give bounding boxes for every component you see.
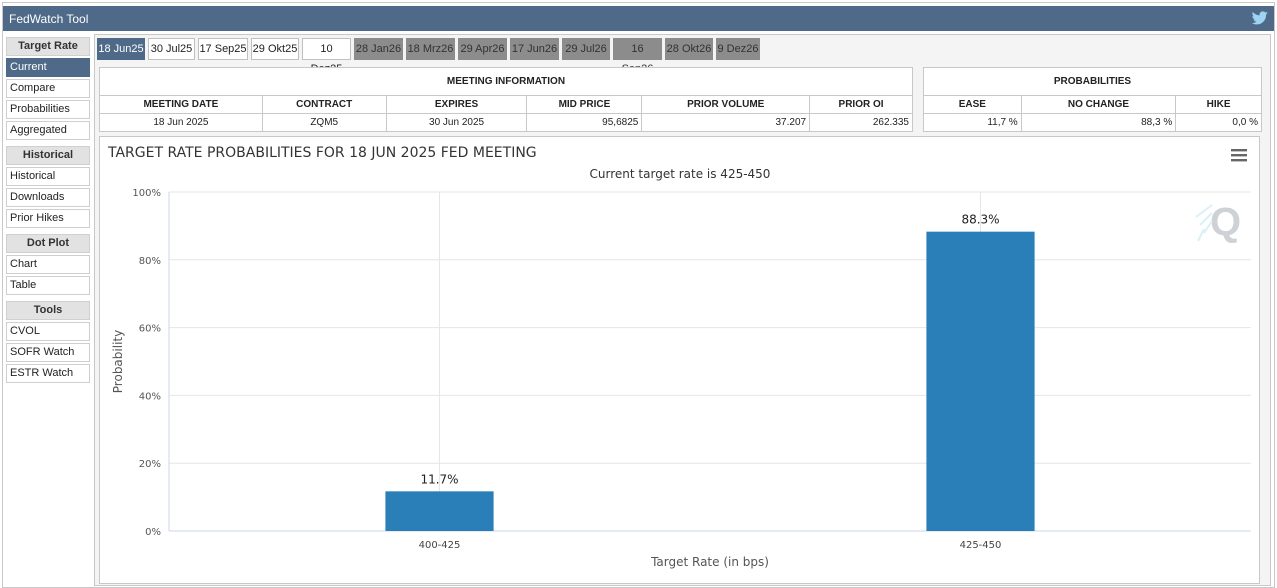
tab-meeting-0[interactable]: 18 Jun25 [97, 38, 145, 60]
svg-text:Q: Q [1210, 200, 1241, 244]
bar-data-label: 88.3% [961, 213, 999, 227]
sidebar-item-2-1[interactable]: Table [6, 276, 90, 295]
sidebar-item-3-0[interactable]: CVOL [6, 322, 90, 341]
sidebar-item-3-1[interactable]: SOFR Watch [6, 343, 90, 362]
chart-title: TARGET RATE PROBABILITIES FOR 18 JUN 202… [107, 145, 537, 161]
meeting-information-table: MEETING INFORMATION MEETING DATE CONTRAC… [99, 67, 913, 132]
app-title: FedWatch Tool [9, 12, 89, 26]
cell-contract: ZQM5 [261, 113, 387, 132]
cell-prior-oi: 262.335 [809, 113, 913, 132]
tab-meeting-9[interactable]: 29 Jul26 [562, 38, 610, 60]
tab-meeting-3[interactable]: 29 Okt25 [251, 38, 299, 60]
twitter-icon[interactable] [1252, 11, 1268, 25]
header-contract: CONTRACT [261, 95, 387, 114]
sidebar-item-2-0[interactable]: Chart [6, 255, 90, 274]
header-no-change: NO CHANGE [1020, 95, 1177, 114]
title-bar: FedWatch Tool [3, 6, 1274, 31]
cell-hike: 0,0 % [1175, 113, 1262, 132]
sidebar: Target Rate Current Compare Probabilities Ag… [6, 37, 90, 383]
sidebar-item-0-2[interactable]: Probabilities [6, 100, 90, 119]
tab-meeting-1[interactable]: 30 Jul25 [148, 38, 195, 60]
sidebar-item-3-2[interactable]: ESTR Watch [6, 364, 90, 383]
sidebar-section-3-title: Tools [6, 301, 90, 320]
tab-meeting-10[interactable]: 16 Sep26 [613, 38, 662, 75]
cell-mid-price: 95,6825 [526, 113, 643, 132]
sidebar-item-1-2[interactable]: Prior Hikes [6, 209, 90, 228]
header-mid-price: MID PRICE [526, 95, 643, 114]
bar-data-label: 11.7% [420, 472, 458, 486]
y-tick-label: 60% [139, 324, 161, 335]
y-axis-title: Probability [111, 330, 125, 393]
tab-meeting-8[interactable]: 17 Jun26 [510, 38, 559, 60]
sidebar-section-2-title: Dot Plot [6, 234, 90, 253]
tab-meeting-4[interactable]: 10 Dez25 [302, 38, 351, 75]
tab-meeting-12[interactable]: 9 Dez26 [716, 38, 760, 60]
y-tick-label: 100% [132, 188, 161, 199]
x-tick-label: 425-450 [960, 540, 1002, 551]
header-ease: EASE [923, 95, 1022, 114]
sidebar-section-0-title: Target Rate [6, 37, 90, 56]
cell-meeting-date: 18 Jun 2025 [99, 113, 263, 132]
sidebar-item-0-0[interactable]: Current [6, 58, 90, 77]
tab-meeting-11[interactable]: 28 Okt26 [665, 38, 713, 60]
y-tick-label: 40% [139, 391, 161, 402]
y-tick-label: 20% [139, 459, 161, 470]
cell-ease: 11,7 % [923, 113, 1022, 132]
header-meeting-date: MEETING DATE [99, 95, 263, 114]
chart-container: TARGET RATE PROBABILITIES FOR 18 JUN 202… [99, 136, 1260, 584]
tab-meeting-2[interactable]: 17 Sep25 [198, 38, 248, 60]
tab-meeting-6[interactable]: 18 Mrz26 [406, 38, 455, 60]
y-tick-label: 80% [139, 256, 161, 267]
probabilities-caption: PROBABILITIES [923, 67, 1262, 96]
hamburger-menu-icon[interactable] [1231, 149, 1247, 162]
sidebar-item-0-1[interactable]: Compare [6, 79, 90, 98]
header-hike: HIKE [1175, 95, 1262, 114]
probability-bar-chart: TARGET RATE PROBABILITIES FOR 18 JUN 202… [107, 145, 1251, 569]
header-expires: EXPIRES [385, 95, 528, 114]
y-tick-label: 0% [145, 527, 161, 538]
bar-425-450 [926, 231, 1035, 531]
cell-prior-volume: 37.207 [641, 113, 811, 132]
x-axis-title: Target Rate (in bps) [650, 555, 769, 569]
header-prior-oi: PRIOR OI [809, 95, 913, 114]
sidebar-item-1-0[interactable]: Historical [6, 167, 90, 186]
header-prior-volume: PRIOR VOLUME [641, 95, 811, 114]
x-tick-label: 400-425 [419, 540, 461, 551]
tab-meeting-7[interactable]: 29 Apr26 [458, 38, 507, 60]
probabilities-table: PROBABILITIES EASE NO CHANGE HIKE 11,7 %… [923, 67, 1262, 132]
sidebar-item-1-1[interactable]: Downloads [6, 188, 90, 207]
chart-subtitle: Current target rate is 425-450 [590, 167, 771, 181]
meeting-information-caption: MEETING INFORMATION [99, 67, 913, 96]
bar-400-425 [385, 491, 494, 531]
cell-no-change: 88,3 % [1020, 113, 1177, 132]
sidebar-item-0-3[interactable]: Aggregated [6, 121, 90, 140]
q-logo-icon: Q [1195, 200, 1241, 244]
cell-expires: 30 Jun 2025 [385, 113, 528, 132]
sidebar-section-1-title: Historical [6, 146, 90, 165]
tab-meeting-5[interactable]: 28 Jan26 [354, 38, 403, 60]
